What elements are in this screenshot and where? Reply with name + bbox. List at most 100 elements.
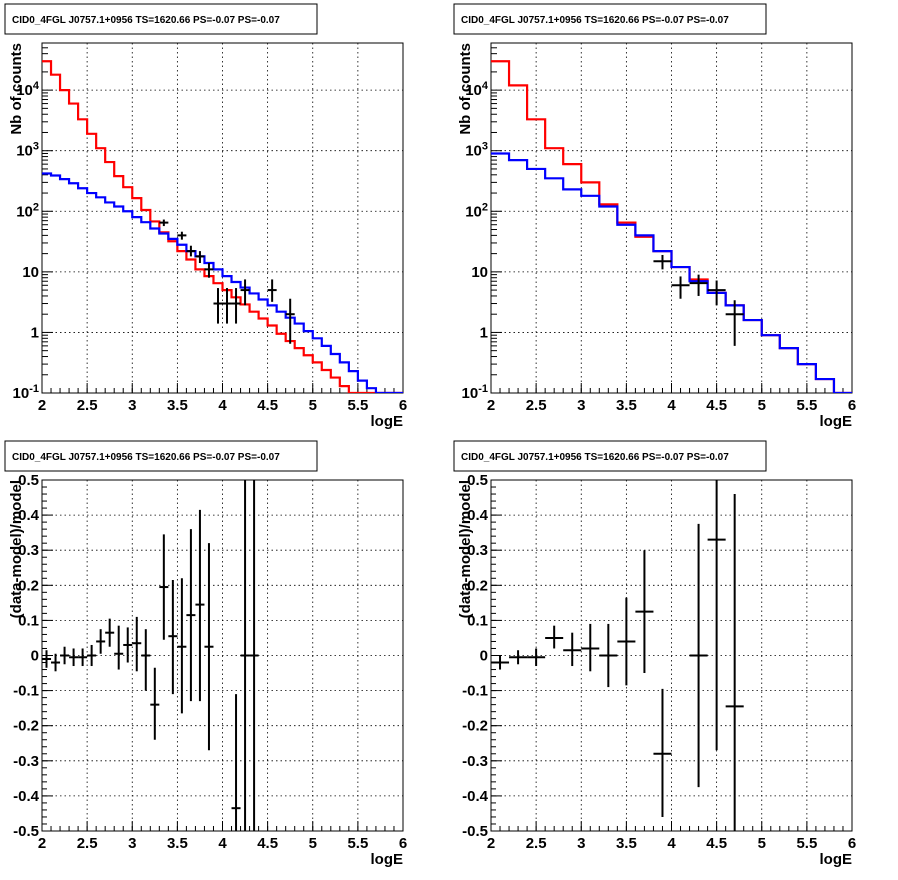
x-tick-label: 6	[848, 835, 856, 852]
data-point	[491, 655, 510, 670]
series-line-1	[42, 60, 403, 393]
y-tick-label: 102	[465, 201, 488, 220]
data-point	[69, 648, 79, 667]
x-tick-label: 3	[577, 397, 585, 414]
y-tick-label: 1	[31, 324, 39, 341]
y-tick-label: 0.2	[467, 577, 488, 594]
y-tick-label: -0.5	[13, 823, 39, 840]
y-tick-label: 0.4	[18, 507, 40, 524]
chart-pad-4: CID0_4FGL J0757.1+0956 TS=1620.66 PS=-0.…	[453, 440, 856, 868]
data-point	[240, 279, 250, 306]
y-tick-label: 0.1	[467, 612, 488, 629]
y-axis-label: Nb of counts	[457, 43, 474, 135]
y-tick-label: 10	[22, 264, 39, 281]
x-tick-label: 4	[218, 835, 227, 852]
data-layer	[42, 60, 403, 393]
x-tick-label: 5	[758, 835, 766, 852]
chart-title-box	[4, 440, 318, 472]
chart-pad-1: CID0_4FGL J0757.1+0956 TS=1620.66 PS=-0.…	[4, 3, 407, 430]
chart-title: CID0_4FGL J0757.1+0956 TS=1620.66 PS=-0.…	[12, 452, 280, 463]
y-tick-label: 0	[480, 648, 488, 665]
data-point	[195, 509, 205, 702]
x-tick-label: 5.5	[796, 397, 817, 414]
x-tick-label: 3	[128, 835, 136, 852]
data-point	[150, 667, 160, 740]
y-tick-label: 0	[31, 648, 39, 665]
x-axis-label: logE	[371, 413, 404, 430]
x-tick-label: 6	[848, 397, 856, 414]
data-point	[177, 578, 187, 714]
data-point	[725, 494, 744, 831]
y-tick-label: 10	[471, 264, 488, 281]
x-tick-label: 5.5	[347, 397, 368, 414]
data-point	[195, 251, 205, 264]
x-tick-label: 2.5	[526, 835, 547, 852]
data-point	[159, 219, 169, 227]
x-tick-label: 5.5	[796, 835, 817, 852]
y-tick-label: -0.3	[462, 753, 488, 770]
data-point	[707, 280, 726, 306]
chart-pad-2: CID0_4FGL J0757.1+0956 TS=1620.66 PS=-0.…	[453, 3, 856, 430]
data-point	[707, 480, 726, 751]
x-tick-label: 6	[399, 397, 407, 414]
y-axis-label: Nb of counts	[8, 43, 25, 135]
x-tick-label: 4	[667, 835, 676, 852]
x-tick-label: 2.5	[77, 397, 98, 414]
data-point	[42, 650, 52, 668]
data-point	[204, 263, 214, 278]
data-point	[222, 288, 232, 324]
data-point	[249, 480, 259, 831]
data-point	[168, 580, 178, 695]
data-point	[51, 653, 61, 672]
x-axis-label: logE	[371, 851, 404, 868]
data-point	[204, 543, 214, 751]
chart-title: CID0_4FGL J0757.1+0956 TS=1620.66 PS=-0.…	[12, 15, 280, 26]
data-point	[653, 254, 672, 270]
y-tick-label: 0.3	[18, 542, 39, 559]
y-tick-label: 0.2	[18, 577, 39, 594]
data-point	[177, 231, 187, 240]
data-point	[671, 276, 690, 299]
y-tick-label: 0.5	[18, 472, 39, 489]
x-tick-label: 5	[309, 835, 317, 852]
data-point	[240, 480, 250, 831]
data-layer	[42, 480, 259, 831]
data-layer	[491, 60, 852, 393]
y-tick-label: -0.4	[462, 788, 489, 805]
y-tick-label: 0.1	[18, 612, 39, 629]
chart-title-box	[453, 440, 767, 472]
data-point	[267, 279, 277, 302]
x-tick-label: 3.5	[167, 397, 188, 414]
chart-title: CID0_4FGL J0757.1+0956 TS=1620.66 PS=-0.…	[461, 15, 729, 26]
y-tick-label: 102	[16, 201, 39, 220]
x-tick-label: 4.5	[257, 835, 278, 852]
x-tick-label: 3.5	[616, 835, 637, 852]
y-tick-label: 0.3	[467, 542, 488, 559]
x-tick-label: 4.5	[706, 835, 727, 852]
chart-title-box	[4, 3, 318, 35]
x-axis-label: logE	[820, 851, 853, 868]
y-tick-label: -0.1	[462, 683, 488, 700]
y-tick-label: 0.5	[467, 472, 488, 489]
data-point	[689, 523, 708, 788]
y-tick-label: -0.3	[13, 753, 39, 770]
y-tick-label: -0.4	[13, 788, 40, 805]
data-point	[105, 618, 115, 647]
data-point	[725, 300, 744, 346]
y-tick-label: -0.5	[462, 823, 488, 840]
data-point	[141, 629, 151, 691]
data-layer	[491, 480, 744, 831]
y-tick-label: -0.1	[13, 683, 39, 700]
x-tick-label: 4.5	[257, 397, 278, 414]
y-axis: -0.5 -0.4 -0.3 -0.2 -0.1 0 0.1 0.2 0.3 0.4 0.5(dat…	[8, 472, 403, 840]
data-point	[78, 648, 88, 667]
x-tick-label: 2.5	[526, 397, 547, 414]
y-tick-label: -0.2	[13, 718, 39, 735]
x-tick-label: 3.5	[616, 397, 637, 414]
